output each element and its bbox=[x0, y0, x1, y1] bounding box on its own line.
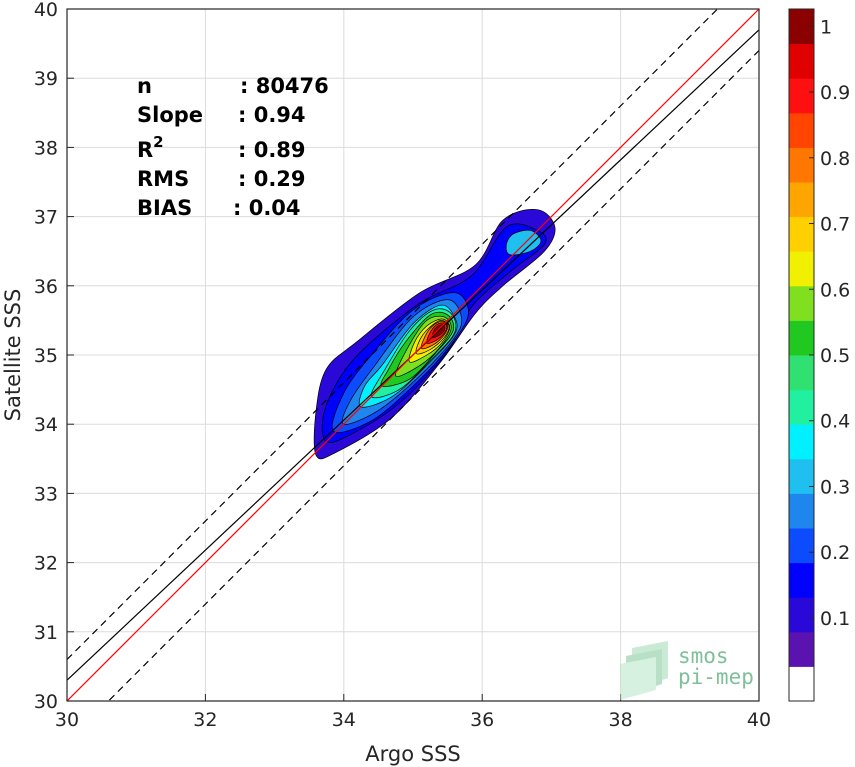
colorbar-tick-label: 0.4 bbox=[820, 411, 850, 433]
x-tick-label: 34 bbox=[332, 709, 356, 731]
colorbar-band bbox=[789, 424, 814, 460]
colorbar-tick-label: 0.9 bbox=[820, 82, 850, 104]
y-tick-label: 36 bbox=[34, 276, 58, 298]
x-tick-label: 38 bbox=[609, 709, 633, 731]
colorbar-band bbox=[789, 666, 814, 702]
x-tick-labels: 30 32 34 36 38 40 bbox=[55, 694, 771, 731]
x-tick-label: 36 bbox=[470, 709, 494, 731]
colorbar-band bbox=[789, 285, 814, 321]
colorbar-band bbox=[789, 493, 814, 529]
logo-layers-icon bbox=[620, 641, 668, 700]
colorbar-band bbox=[789, 631, 814, 667]
colorbar-band bbox=[789, 112, 814, 148]
colorbar-tick-label: 0.5 bbox=[820, 345, 850, 367]
y-tick-label: 31 bbox=[34, 622, 58, 644]
y-tick-label: 38 bbox=[34, 137, 58, 159]
colorbar-tick-label: 0.7 bbox=[820, 214, 850, 236]
y-tick-label: 37 bbox=[34, 207, 58, 229]
colorbar-band bbox=[789, 528, 814, 564]
colorbar-tick-label: 0.2 bbox=[820, 542, 850, 564]
colorbar-band bbox=[789, 355, 814, 391]
x-tick-label: 40 bbox=[747, 709, 771, 731]
colorbar bbox=[788, 8, 815, 702]
stat-key: n bbox=[137, 74, 152, 98]
colorbar-band bbox=[789, 320, 814, 356]
colorbar-band bbox=[789, 43, 814, 79]
stat-key: Slope bbox=[137, 103, 203, 127]
y-tick-label: 32 bbox=[34, 553, 58, 575]
colorbar-band bbox=[789, 389, 814, 425]
x-axis-label: Argo SSS bbox=[365, 742, 460, 766]
colorbar-band bbox=[789, 458, 814, 494]
y-tick-label: 39 bbox=[34, 68, 58, 90]
stat-key: BIAS bbox=[137, 196, 192, 220]
logo-line2: pi-mep bbox=[678, 665, 754, 689]
stat-value: : 0.89 bbox=[238, 138, 306, 162]
colorbar-tick-label: 0.1 bbox=[820, 608, 850, 630]
colorbar-tick-label: 1 bbox=[820, 16, 832, 38]
y-tick-label: 30 bbox=[34, 691, 58, 713]
y-tick-labels: 30 31 32 33 34 35 36 37 38 39 40 bbox=[34, 0, 74, 713]
y-tick-label: 35 bbox=[34, 345, 58, 367]
colorbar-band bbox=[789, 147, 814, 183]
colorbar-band bbox=[789, 182, 814, 218]
stat-key: RMS bbox=[137, 167, 189, 191]
colorbar-band bbox=[789, 251, 814, 287]
reference-lines bbox=[67, 9, 759, 701]
stat-value: : 0.04 bbox=[233, 196, 301, 220]
x-tick-label: 32 bbox=[193, 709, 217, 731]
y-axis-label: Satellite SSS bbox=[1, 289, 25, 422]
stat-value: : 80476 bbox=[240, 74, 329, 98]
y-tick-label: 40 bbox=[34, 0, 58, 21]
colorbar-band bbox=[789, 597, 814, 633]
line-identity bbox=[67, 9, 759, 701]
stat-value: : 0.94 bbox=[238, 103, 306, 127]
colorbar-tick-label: 0.3 bbox=[820, 476, 850, 498]
stat-superscript: 2 bbox=[153, 133, 163, 151]
colorbar-tick-labels: 0.1 0.2 0.3 0.4 0.5 0.6 0.7 0.8 0.9 1 bbox=[809, 16, 850, 630]
logo-line1: smos bbox=[678, 644, 729, 668]
smos-pi-mep-logo: smos pi-mep bbox=[620, 641, 754, 700]
colorbar-band bbox=[789, 78, 814, 114]
y-tick-label: 34 bbox=[34, 414, 58, 436]
colorbar-tick-label: 0.6 bbox=[820, 279, 850, 301]
x-tick-label: 30 bbox=[55, 709, 79, 731]
y-tick-label: 33 bbox=[34, 483, 58, 505]
colorbar-band bbox=[789, 562, 814, 598]
stat-value: : 0.29 bbox=[238, 167, 306, 191]
colorbar-tick-label: 0.8 bbox=[820, 148, 850, 170]
colorbar-band bbox=[789, 216, 814, 252]
